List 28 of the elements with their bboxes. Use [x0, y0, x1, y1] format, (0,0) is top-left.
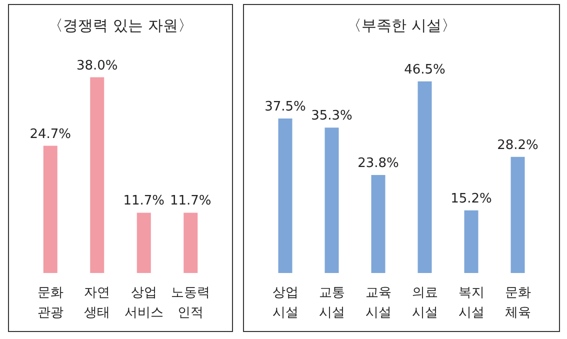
- x-tick-label: 상업 서비스: [124, 286, 164, 320]
- bar: [278, 118, 292, 273]
- data-label: 11.7%: [170, 194, 212, 209]
- x-tick-label: 노동력 인적: [171, 286, 210, 320]
- data-label: 35.3%: [311, 108, 352, 124]
- data-label: 11.7%: [123, 194, 165, 209]
- chart-title: 〈경쟁력 있는 자원〉: [48, 16, 193, 34]
- x-tick-label: 문화 체육: [504, 286, 531, 320]
- bar: [324, 128, 339, 273]
- bar: [510, 156, 525, 273]
- x-tick-label: 상업 시설: [272, 286, 298, 320]
- data-label: 46.5%: [404, 62, 446, 78]
- data-label: 28.2%: [497, 138, 538, 153]
- x-tick-label: 교육 시설: [365, 286, 392, 320]
- data-label: 38.0%: [76, 58, 118, 74]
- x-tick-label: 교통 시설: [318, 286, 345, 320]
- x-tick-label: 문화 관광: [37, 286, 64, 320]
- data-label: 37.5%: [264, 100, 306, 114]
- bar: [371, 174, 386, 273]
- x-tick-label: 복지 시설: [458, 286, 484, 320]
- data-label: 23.8%: [358, 156, 399, 171]
- data-label: 24.7%: [30, 126, 72, 142]
- bar: [418, 81, 432, 273]
- chart-title: 〈부족한 시설〉: [346, 16, 456, 34]
- x-tick-label: 자연 생태: [84, 286, 110, 320]
- data-label: 15.2%: [450, 191, 492, 206]
- bar: [464, 210, 478, 273]
- x-tick-label: 의료 시설: [412, 286, 438, 320]
